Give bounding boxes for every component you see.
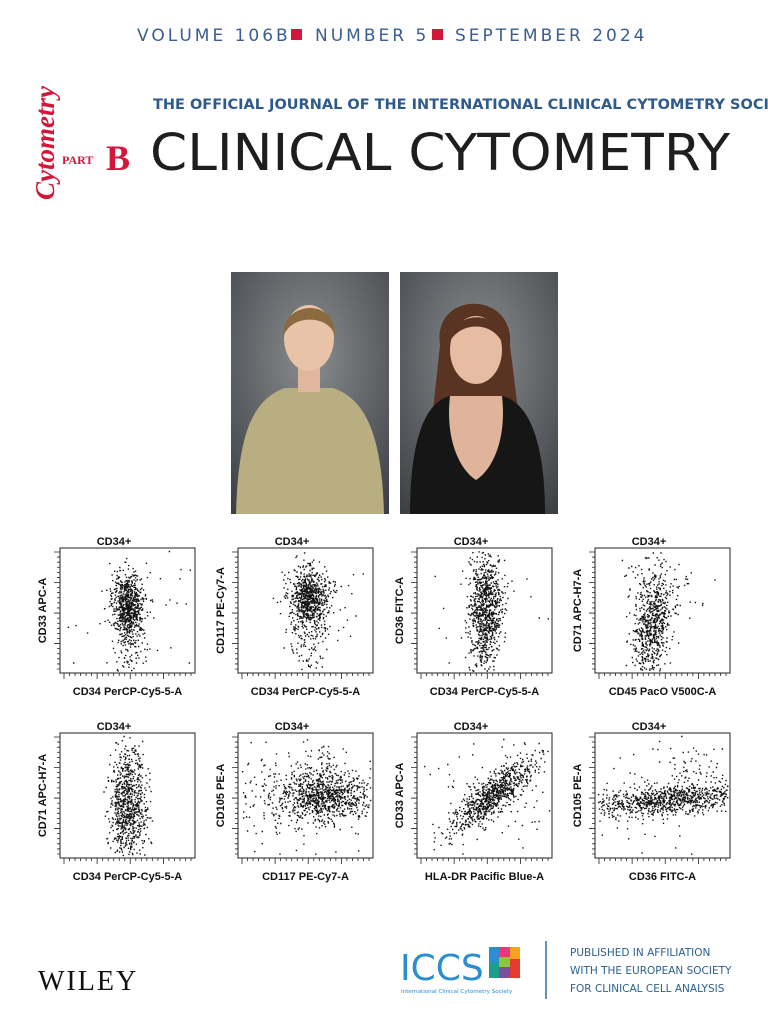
axis-ticks — [54, 551, 192, 679]
axis-ticks — [589, 736, 727, 864]
logo-part: PART — [62, 153, 93, 167]
plot-title: CD34+ — [275, 721, 310, 733]
journal-title: CLINICAL CYTOMETRY — [150, 124, 731, 183]
flow-plot: CD34+ CD34 PerCP-Cy5-5-A CD36 FITC-A — [394, 536, 553, 698]
flow-plot: CD34+ CD34 PerCP-Cy5-5-A CD117 PE-Cy7-A — [215, 536, 374, 698]
x-axis-label: CD45 PacO V500C-A — [609, 686, 717, 698]
y-axis-label: CD71 APC-H7-A — [37, 754, 49, 837]
flow-plot: CD34+ CD117 PE-Cy7-A CD105 PE-A — [215, 721, 374, 883]
axis-ticks — [232, 736, 370, 864]
photo — [400, 272, 558, 514]
society-emblem — [489, 947, 520, 978]
plot-frame — [59, 732, 196, 859]
society-short: ICCS — [400, 948, 484, 989]
flow-plot: CD34+ CD36 FITC-A CD105 PE-A — [572, 721, 731, 883]
plot-frame — [59, 547, 196, 674]
issue-number: NUMBER 5 — [315, 26, 429, 46]
plot-frame — [416, 732, 553, 859]
y-axis-label: CD36 FITC-A — [394, 577, 406, 644]
y-axis-label: CD117 PE-Cy7-A — [215, 567, 227, 654]
plot-title: CD34+ — [632, 721, 667, 733]
y-axis-label: CD33 APC-A — [37, 578, 49, 644]
scatter-dots — [241, 739, 372, 855]
plot-title: CD34+ — [632, 536, 667, 548]
separator — [432, 29, 443, 40]
x-axis-label: HLA-DR Pacific Blue-A — [425, 871, 544, 883]
axis-ticks — [411, 551, 549, 679]
subtitle: THE OFFICIAL JOURNAL OF THE INTERNATIONA… — [153, 97, 768, 113]
axis-ticks — [589, 551, 727, 679]
scatter-dots — [103, 735, 154, 857]
plot-title: CD34+ — [454, 721, 489, 733]
society-full: International Clinical Cytometry Society — [401, 989, 513, 995]
flow-plot: CD34+ HLA-DR Pacific Blue-A CD33 APC-A — [394, 721, 553, 883]
y-axis-label: CD105 PE-A — [215, 764, 227, 828]
plot-frame — [237, 547, 374, 674]
x-axis-label: CD34 PerCP-Cy5-5-A — [73, 871, 182, 883]
logo-word: Cytometry — [30, 85, 60, 200]
y-axis-label: CD71 APC-H7-A — [572, 569, 584, 652]
x-axis-label: CD34 PerCP-Cy5-5-A — [73, 686, 182, 698]
x-axis-label: CD34 PerCP-Cy5-5-A — [430, 686, 539, 698]
flow-plot: CD34+ CD34 PerCP-Cy5-5-A CD33 APC-A — [37, 536, 196, 698]
volume: VOLUME 106B — [137, 26, 291, 46]
y-axis-label: CD33 APC-A — [394, 763, 406, 829]
scatter-dots — [424, 738, 551, 855]
plot-frame — [237, 732, 374, 859]
plot-frame — [416, 547, 553, 674]
plot-title: CD34+ — [454, 536, 489, 548]
x-axis-label: CD34 PerCP-Cy5-5-A — [251, 686, 360, 698]
flow-plot: CD34+ CD45 PacO V500C-A CD71 APC-H7-A — [572, 536, 731, 698]
y-axis-label: CD105 PE-A — [572, 764, 584, 828]
plot-title: CD34+ — [97, 721, 132, 733]
plot-frame — [594, 732, 731, 859]
photo — [231, 272, 389, 514]
issue-date: SEPTEMBER 2024 — [455, 26, 647, 46]
scatter-dots — [67, 550, 191, 672]
axis-ticks — [232, 551, 370, 679]
scatter-dots — [621, 552, 716, 672]
affiliation: PUBLISHED IN AFFILIATION — [570, 947, 710, 959]
publisher: WILEY — [38, 966, 138, 997]
x-axis-label: CD117 PE-Cy7-A — [262, 871, 349, 883]
plot-frame — [594, 547, 731, 674]
axis-ticks — [54, 736, 192, 864]
affiliation: FOR CLINICAL CELL ANALYSIS — [570, 983, 725, 995]
plot-title: CD34+ — [97, 536, 132, 548]
flow-plot: CD34+ CD34 PerCP-Cy5-5-A CD71 APC-H7-A — [37, 721, 196, 883]
separator — [291, 29, 302, 40]
plot-title: CD34+ — [275, 536, 310, 548]
affiliation: WITH THE EUROPEAN SOCIETY — [570, 965, 732, 977]
logo-letter: B — [106, 138, 130, 178]
scatter-dots — [434, 551, 549, 672]
x-axis-label: CD36 FITC-A — [629, 871, 696, 883]
axis-ticks — [411, 736, 549, 864]
